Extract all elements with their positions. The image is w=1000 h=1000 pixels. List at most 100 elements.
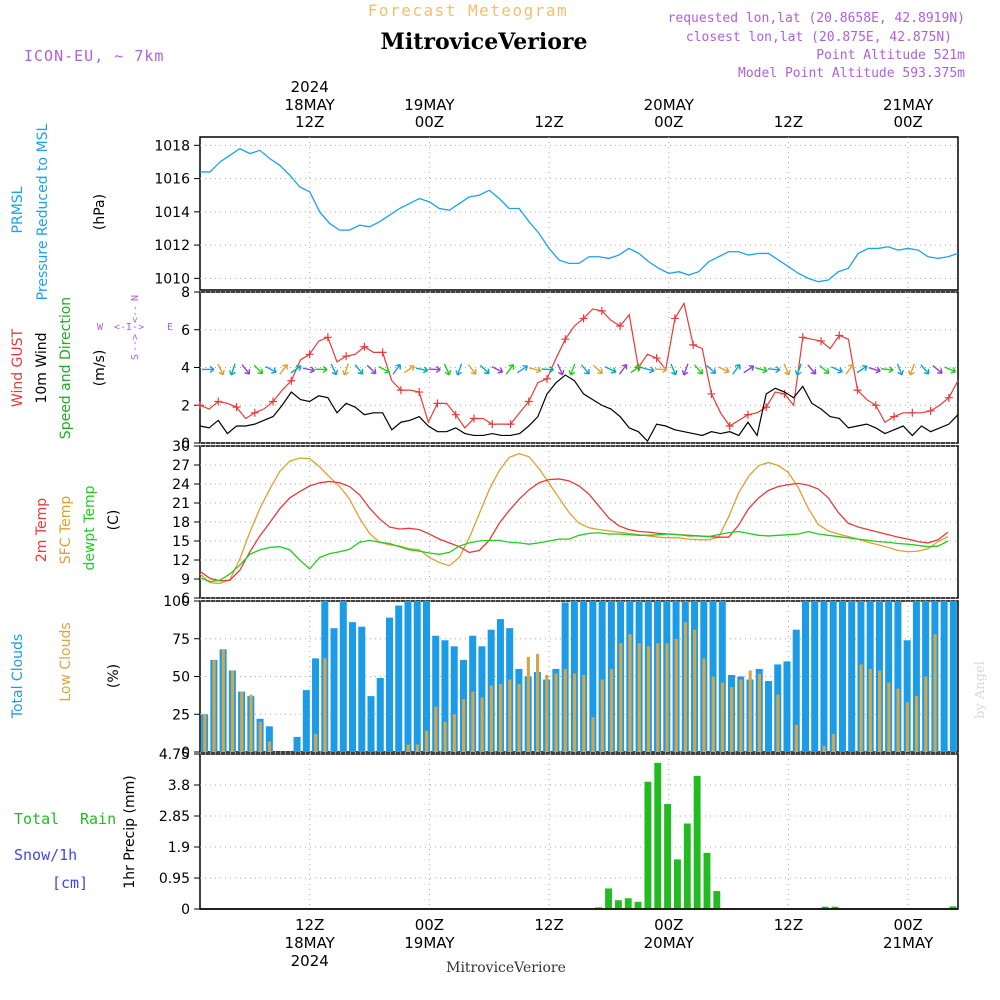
wind-direction-arrow — [592, 364, 603, 375]
ytick-label-precip: 3.8 — [168, 778, 190, 794]
temp-label-sfc: SFC Temp — [58, 496, 74, 565]
ytick-label-precip: 0.95 — [159, 871, 190, 887]
wind-direction-arrow — [580, 364, 590, 375]
wind-gust-point — [890, 412, 899, 421]
total-cloud-bar — [764, 681, 773, 752]
low-cloud-bar — [249, 694, 253, 752]
wind-gust-point — [817, 337, 826, 346]
wind-gust-point — [561, 335, 570, 344]
cloud-label-low: Low Clouds — [58, 622, 74, 701]
total-cloud-bar — [718, 601, 726, 752]
low-cloud-bar — [896, 688, 900, 752]
bottom-axis-hour: 12Z — [534, 916, 563, 934]
low-cloud-bar — [600, 679, 604, 752]
low-cloud-bar — [739, 679, 743, 752]
bottom-axis-date: 19MAY — [404, 934, 455, 952]
low-cloud-bar — [462, 699, 466, 752]
low-cloud-bar — [905, 702, 909, 752]
precip-bar — [644, 781, 652, 909]
wind-direction-arrow — [896, 363, 904, 376]
low-cloud-bar — [563, 668, 567, 752]
low-cloud-bar — [711, 676, 715, 752]
low-cloud-bar — [933, 634, 937, 752]
ytick-label-temperature: 9 — [181, 572, 190, 588]
wind-gust-point — [287, 376, 296, 385]
wind-direction-arrow — [479, 364, 490, 375]
top-axis-year: 2024 — [291, 78, 329, 96]
total-cloud-bar — [441, 640, 449, 752]
low-cloud-bar — [794, 724, 798, 752]
wind-direction-arrow — [415, 366, 429, 374]
top-axis-date: 18MAY — [285, 96, 336, 114]
low-cloud-bar — [221, 649, 225, 752]
wind-direction-arrow — [557, 363, 565, 376]
low-cloud-bar — [554, 673, 558, 752]
wind-direction-arrow — [202, 365, 215, 373]
ytick-label-clouds: 25 — [172, 707, 190, 723]
wind-direction-arrow — [908, 363, 915, 376]
wind-direction-arrow — [783, 363, 791, 376]
wind-direction-arrow — [228, 363, 236, 376]
wind-direction-arrow — [604, 366, 617, 374]
ytick-label-wind: 2 — [181, 398, 190, 414]
precip-bar — [673, 859, 681, 909]
wind-direction-arrow — [694, 364, 704, 375]
low-cloud-bar — [914, 696, 919, 752]
precip-label-snow: Snow/1h — [14, 846, 77, 864]
wind-gust-point — [616, 321, 625, 330]
total-cloud-bar — [885, 601, 893, 752]
ytick-label-temperature: 30 — [172, 439, 190, 455]
ytick-label-temperature: 6 — [181, 591, 190, 607]
panel-frame-wind — [199, 291, 959, 444]
wind-gust-point — [689, 340, 698, 349]
wind-gust-point — [378, 348, 387, 357]
total-cloud-bar — [811, 601, 819, 752]
precip-label-total: Total — [14, 810, 59, 828]
wind-direction-arrow — [528, 366, 542, 374]
ytick-label-temperature: 21 — [172, 496, 190, 512]
wind-direction-arrow — [354, 364, 364, 375]
temp-label-dew: dewpt Temp — [82, 485, 98, 570]
wind-direction-arrow — [743, 365, 755, 374]
low-cloud-bar — [480, 697, 484, 752]
top-axis-hour: 12Z — [774, 113, 803, 131]
bottom-axis-date: 20MAY — [644, 934, 695, 952]
wind-label-unit: (m/s) — [92, 350, 108, 387]
precip-bar — [713, 891, 721, 909]
wind-gust-point — [579, 314, 588, 323]
model-label: ICON-EU, ~ 7km — [24, 47, 164, 65]
low-cloud-bar — [545, 674, 549, 752]
precip-label-cm: [cm] — [52, 874, 88, 892]
low-cloud-bar — [887, 682, 891, 752]
low-cloud-bar — [240, 691, 244, 752]
pressure-label-msl: Pressure Reduced to MSL — [35, 123, 51, 300]
bottom-axis-hour: 00Z — [893, 916, 922, 934]
precip-bar — [693, 775, 701, 909]
temp-panel-labels: 2m Temp SFC Temp dewpt Temp (C) — [34, 485, 122, 570]
wind-direction-arrow — [279, 363, 288, 375]
compass-arrow-up: <-- — [130, 305, 141, 323]
ytick-label-pressure: 1018 — [154, 138, 190, 154]
low-cloud-bar — [656, 643, 660, 752]
precip-bar — [664, 803, 672, 909]
wind-direction-arrow — [755, 366, 768, 374]
ytick-label-wind: 8 — [181, 285, 190, 301]
wind-gust-point — [670, 314, 679, 323]
precip-panel-labels: Total Rain Snow/1h [cm] 1hr Precip (mm) — [14, 775, 138, 892]
low-cloud-bar — [674, 638, 678, 752]
wind-direction-arrow — [670, 363, 678, 376]
wind-direction-arrow — [302, 366, 316, 374]
wind-direction-arrow — [732, 363, 741, 375]
low-cloud-bar — [452, 714, 456, 752]
wind-direction-arrow — [366, 364, 377, 375]
low-cloud-bar — [822, 745, 826, 752]
compass-rose: N <-- W <-I-> E --> S — [97, 295, 173, 360]
marks-layer — [196, 147, 959, 910]
wind-gust-point — [652, 354, 661, 363]
low-cloud-bar — [582, 674, 586, 752]
wind-direction-arrow — [706, 364, 717, 375]
total-cloud-bar — [801, 601, 809, 752]
ytick-label-pressure: 1016 — [154, 172, 190, 188]
total-cloud-bar — [367, 696, 375, 752]
low-cloud-bar — [323, 658, 327, 752]
